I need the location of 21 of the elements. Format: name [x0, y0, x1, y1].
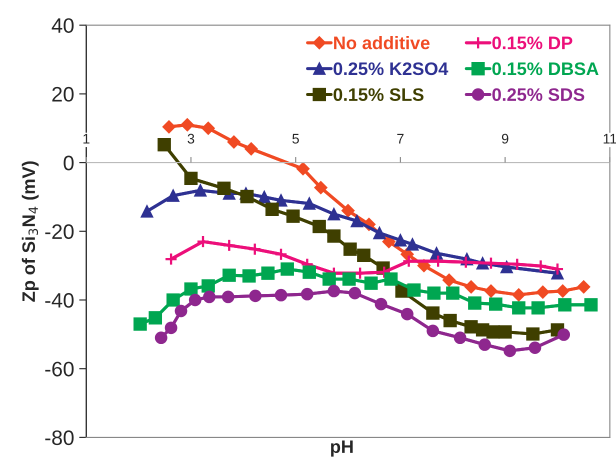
y-tick-label: -20 — [45, 224, 74, 240]
y-tick-label: 0 — [64, 156, 74, 170]
y-axis-title: Zp of Si$_{3}$N$_{4}$ (mV) — [22, 161, 39, 302]
x-tick-label: 1 — [83, 134, 90, 144]
legend-label: 0.15% DP — [492, 36, 572, 50]
x-tick-label: 7 — [397, 134, 404, 144]
x-tick-label: 3 — [188, 134, 194, 144]
legend-label: 0.25% SDS — [492, 88, 584, 102]
x-tick-label: 9 — [502, 134, 508, 144]
x-tick-label: 5 — [292, 134, 299, 144]
y-tick-label: 40 — [52, 18, 74, 33]
legend-label: No additive — [334, 36, 430, 50]
y-tick-label: -60 — [45, 362, 74, 376]
y-tick-label: -40 — [45, 292, 74, 308]
legend-label: 0.15% DBSA — [492, 62, 599, 76]
y-tick-label: -80 — [45, 430, 74, 446]
legend-label: 0.15% SLS — [334, 88, 424, 102]
y-tick-label: 20 — [52, 86, 74, 102]
x-tick-label: 11 — [604, 134, 616, 144]
x-axis-title: pH — [331, 440, 353, 457]
legend-label: 0.25% K2SO4 — [334, 62, 448, 76]
